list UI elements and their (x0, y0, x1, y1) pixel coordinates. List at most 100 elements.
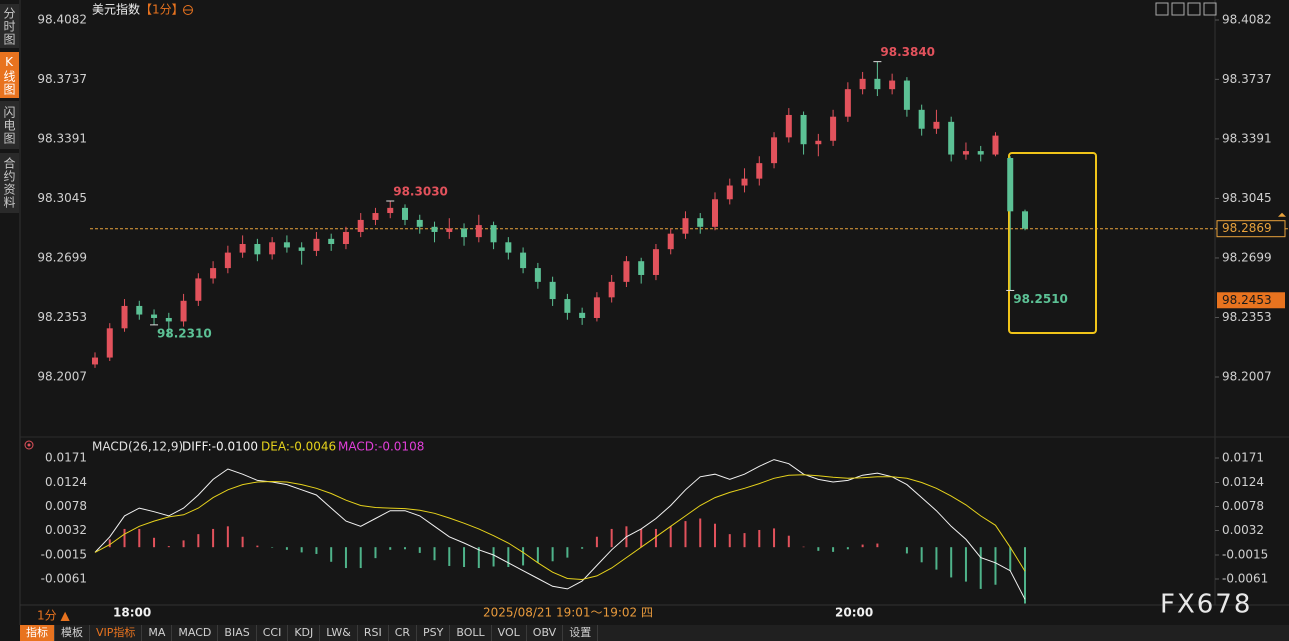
candle-body (933, 121, 940, 129)
candle-body (874, 78, 881, 90)
legend-item: DEA:-0.0046 (261, 440, 336, 454)
toolbar-item[interactable]: BIAS (218, 625, 257, 641)
y-tick-label: 98.3737 (37, 72, 87, 86)
y-tick-label: 0.0124 (45, 475, 87, 489)
candle-body (461, 228, 468, 238)
y-tick-label: -0.0015 (41, 548, 87, 562)
candle-body (815, 140, 822, 145)
toolbar-item[interactable]: MACD (172, 625, 219, 641)
extreme-label: 98.2510 (1013, 292, 1068, 306)
side-tab[interactable]: 闪电图 (0, 101, 19, 149)
y-tick-label: 0.0078 (1222, 499, 1264, 513)
side-tab[interactable]: 合约资料 (0, 153, 19, 213)
macd-bar (714, 523, 716, 548)
macd-bar (153, 537, 156, 548)
candle-body (387, 207, 394, 214)
toolbar-item[interactable]: 模板 (55, 625, 90, 641)
macd-bar (832, 547, 835, 552)
candle-body (195, 278, 202, 301)
toolbar-item[interactable]: LW& (320, 625, 358, 641)
y-tick-label: 0.0032 (1222, 523, 1264, 537)
candle-body (903, 80, 910, 110)
candle-body (800, 114, 807, 145)
toolbar-item[interactable]: KDJ (288, 625, 321, 641)
macd-bar (684, 521, 687, 548)
y-tick-label: -0.0015 (1222, 548, 1268, 562)
price-arrow (1278, 212, 1286, 217)
candle-body (239, 244, 246, 253)
candle-body (224, 252, 231, 269)
macd-bar (994, 547, 997, 585)
y-tick-label: 98.2699 (1222, 250, 1272, 264)
candle-body (505, 242, 512, 253)
marker-tag (1217, 292, 1285, 309)
side-tab[interactable]: K线图 (0, 52, 19, 98)
candle-body (756, 163, 763, 179)
candle-body (342, 231, 349, 245)
macd-bar (728, 534, 731, 548)
macd-bar (1024, 547, 1026, 604)
time-label: 18:00 (113, 606, 151, 620)
toolbar-item[interactable]: BOLL (450, 625, 492, 641)
macd-bar (802, 546, 805, 548)
toolbar-item[interactable]: VOL (492, 625, 527, 641)
toolbar-item[interactable]: 设置 (563, 625, 599, 641)
y-tick-label: 0.0124 (1222, 475, 1264, 489)
y-tick-label: 0.0078 (45, 499, 87, 513)
macd-bar (905, 547, 908, 554)
y-tick-label: 98.4082 (37, 13, 87, 27)
macd-bar (167, 546, 170, 548)
macd-bar (743, 533, 746, 548)
candle-body (726, 185, 733, 200)
candle-body (962, 151, 969, 155)
macd-bar (285, 547, 288, 550)
macd-bar (404, 547, 406, 550)
candle-body (608, 281, 615, 298)
crosshair-time: 2025/08/21 19:01～19:02 四 (483, 606, 653, 620)
candle-body (475, 225, 482, 238)
side-tab[interactable]: 分时图 (0, 4, 19, 48)
add-icon[interactable] (183, 5, 193, 15)
toolbar-item[interactable]: RSI (358, 625, 389, 641)
macd-bar (935, 547, 938, 570)
macd-bar (300, 547, 303, 553)
macd-bar (182, 540, 185, 548)
toolbar-item[interactable]: PSY (417, 625, 451, 641)
candle-body (771, 137, 778, 164)
y-tick-label: 98.4082 (1222, 13, 1272, 27)
toolbar-item[interactable]: MA (142, 625, 173, 641)
candle-body (1022, 211, 1028, 229)
dea-line (94, 474, 1026, 581)
candle-body (785, 114, 792, 138)
marker-price-label: 98.2453 (1222, 293, 1272, 307)
toolbar-item[interactable]: VIP指标 (90, 625, 143, 641)
candle-body (136, 305, 143, 315)
candle-body (918, 109, 925, 129)
macd-bar (256, 545, 259, 548)
candle-body (92, 357, 98, 365)
legend-item: MACD:-0.0108 (338, 440, 424, 454)
y-tick-label: 98.3045 (37, 191, 87, 205)
y-tick-label: 98.3391 (1222, 131, 1272, 145)
toolbar-item[interactable]: 指标 (20, 625, 55, 641)
indicator-icon[interactable] (24, 440, 34, 450)
y-tick-label: 98.2007 (1222, 370, 1272, 384)
candle-body (652, 249, 659, 275)
macd-bar (920, 547, 923, 563)
macd-bar (108, 539, 111, 548)
macd-bar (241, 536, 244, 548)
y-tick-label: 98.2699 (37, 250, 87, 264)
window-controls[interactable] (1155, 2, 1217, 16)
macd-bar (817, 547, 820, 551)
candle-body (446, 228, 453, 232)
toolbar-item[interactable]: CCI (257, 625, 289, 641)
toolbar-item[interactable]: CR (389, 625, 418, 641)
candle-body (977, 151, 984, 155)
toolbar-item[interactable]: OBV (527, 625, 564, 641)
period: 【1分】 (140, 3, 184, 17)
macd-bar (581, 547, 584, 549)
candle-body (948, 121, 955, 155)
period-switch[interactable]: 1分 ▲ (37, 609, 70, 623)
y-tick-label: 98.2353 (37, 310, 87, 324)
